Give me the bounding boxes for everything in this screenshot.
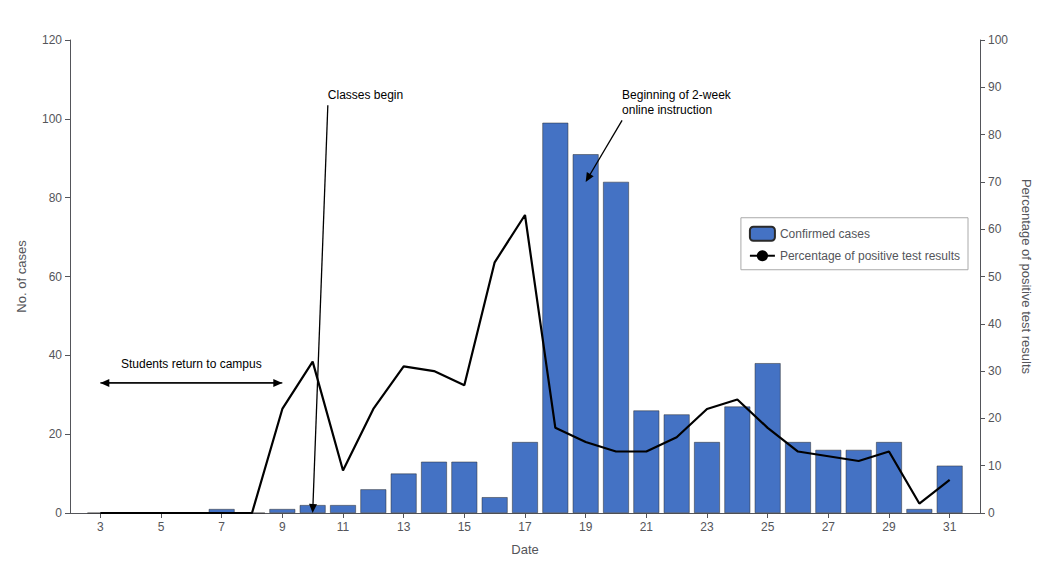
svg-text:Classes begin: Classes begin — [328, 88, 403, 102]
svg-text:120: 120 — [42, 33, 62, 47]
svg-text:15: 15 — [458, 520, 472, 534]
svg-text:5: 5 — [158, 520, 165, 534]
svg-text:13: 13 — [397, 520, 411, 534]
svg-text:3: 3 — [97, 520, 104, 534]
svg-text:60: 60 — [49, 270, 63, 284]
svg-text:Students return to campus: Students return to campus — [121, 357, 262, 371]
svg-text:Beginning of 2-week: Beginning of 2-week — [622, 88, 732, 102]
svg-text:21: 21 — [640, 520, 654, 534]
svg-text:11: 11 — [337, 520, 350, 534]
svg-text:20: 20 — [49, 427, 63, 441]
svg-text:100: 100 — [42, 112, 62, 126]
svg-text:27: 27 — [822, 520, 836, 534]
svg-text:90: 90 — [988, 80, 1002, 94]
svg-text:online instruction: online instruction — [622, 103, 712, 117]
svg-text:31: 31 — [943, 520, 957, 534]
svg-text:25: 25 — [761, 520, 775, 534]
svg-text:9: 9 — [279, 520, 286, 534]
svg-text:80: 80 — [49, 191, 63, 205]
svg-text:40: 40 — [49, 348, 63, 362]
svg-text:Percentage of positive test re: Percentage of positive test results — [780, 249, 960, 263]
svg-text:10: 10 — [988, 459, 1002, 473]
svg-text:29: 29 — [882, 520, 896, 534]
svg-text:Percentage of positive test re: Percentage of positive test results — [1019, 179, 1034, 375]
svg-text:Confirmed cases: Confirmed cases — [780, 227, 870, 241]
svg-text:40: 40 — [988, 317, 1002, 331]
svg-text:0: 0 — [55, 506, 62, 520]
svg-text:23: 23 — [700, 520, 714, 534]
svg-text:70: 70 — [988, 175, 1002, 189]
svg-text:19: 19 — [579, 520, 593, 534]
svg-text:7: 7 — [218, 520, 225, 534]
svg-text:30: 30 — [988, 364, 1002, 378]
svg-text:60: 60 — [988, 222, 1002, 236]
svg-text:Date: Date — [511, 542, 538, 557]
svg-text:100: 100 — [988, 33, 1008, 47]
svg-text:No. of cases: No. of cases — [14, 240, 29, 313]
svg-text:50: 50 — [988, 270, 1002, 284]
svg-text:0: 0 — [988, 506, 995, 520]
svg-text:20: 20 — [988, 411, 1002, 425]
svg-text:17: 17 — [518, 520, 532, 534]
svg-text:80: 80 — [988, 128, 1002, 142]
